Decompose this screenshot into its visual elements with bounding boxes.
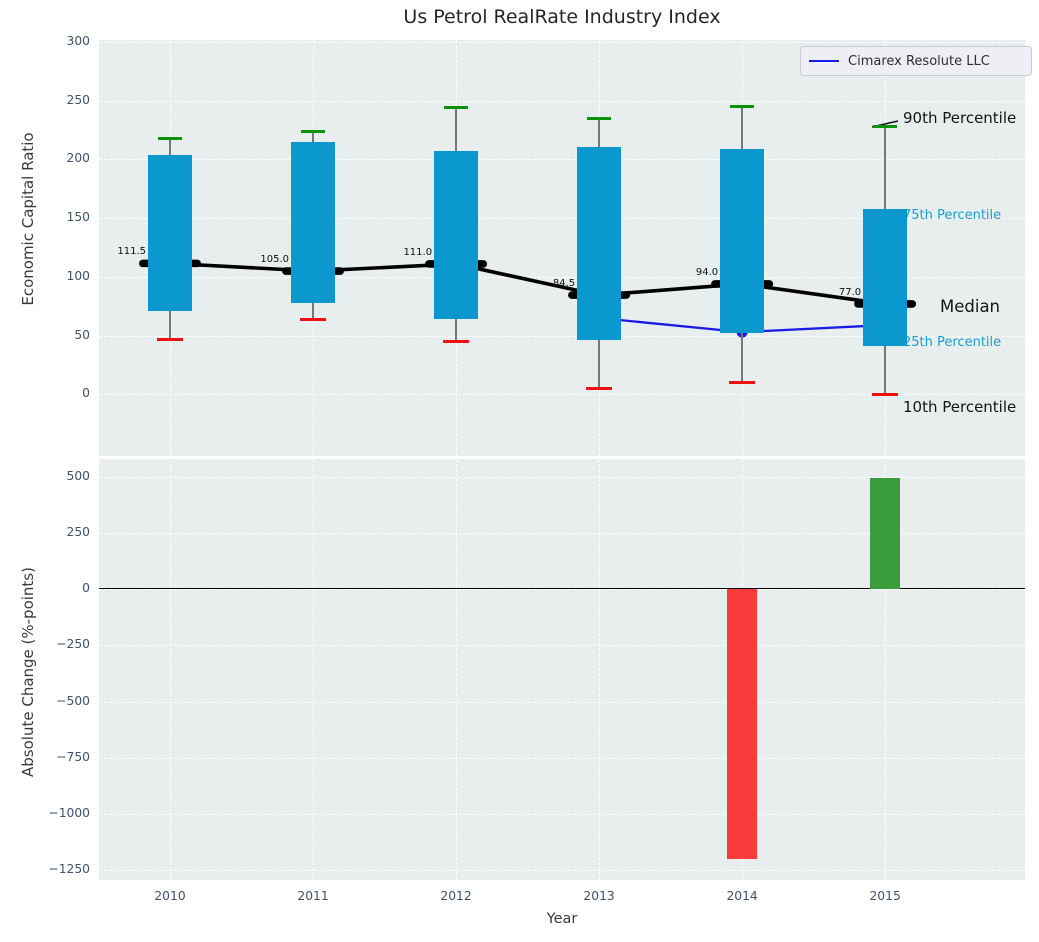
y-tick-label: 0: [82, 386, 90, 401]
gridline-h-top: [99, 218, 1025, 220]
chart-title: Us Petrol RealRate Industry Index: [403, 6, 721, 28]
cap-90th-2014: [730, 105, 755, 109]
gridline-h-top: [99, 41, 1025, 43]
x-tick-label: 2011: [297, 889, 329, 903]
median-value-label-2010: 111.5: [117, 246, 147, 258]
y-tick-label: 250: [66, 92, 90, 107]
cap-90th-2010: [158, 136, 183, 140]
cap-10th-2014: [729, 381, 756, 385]
legend-label: Cimarex Resolute LLC: [848, 53, 990, 69]
box-2013: [577, 146, 622, 341]
change-bar-2014: [727, 589, 758, 859]
cap-10th-2015: [872, 392, 899, 396]
median-value-label-2012: 111.0: [403, 246, 433, 258]
cap-10th-2012: [443, 339, 470, 343]
median-value-label-2015: 77.0: [838, 286, 862, 298]
box-2012: [434, 151, 479, 320]
gridline-v-bottom: [313, 459, 315, 880]
annotation-10th-percentile: 10th Percentile: [903, 398, 1017, 416]
median-value-label-2014: 94.0: [695, 266, 719, 278]
annotation-90th-percentile: 90th Percentile: [903, 109, 1017, 127]
annotation-median: Median: [940, 297, 1001, 316]
cap-10th-2013: [586, 386, 613, 390]
gridline-h-top: [99, 159, 1025, 161]
annotation-75th-percentile: 75th Percentile: [903, 208, 1002, 223]
box-2015: [863, 208, 908, 347]
x-tick-label: 2014: [726, 889, 758, 903]
gridline-v-bottom: [599, 459, 601, 880]
y-tick-label: 100: [66, 268, 90, 283]
y-tick-label: 150: [66, 210, 90, 225]
y-tick-label: 300: [66, 33, 90, 48]
gridline-h-bottom: [99, 533, 1025, 535]
legend: Cimarex Resolute LLC: [800, 46, 1032, 76]
gridline-h-bottom: [99, 645, 1025, 647]
y-tick-label: −250: [56, 637, 90, 652]
y-tick-label: 50: [74, 327, 90, 342]
y-tick-label: −1000: [48, 805, 90, 820]
box-2011: [291, 141, 336, 303]
gridline-h-bottom: [99, 870, 1025, 872]
x-axis-label: Year: [546, 911, 578, 927]
y-tick-label: −500: [56, 693, 90, 708]
cap-90th-2015: [873, 125, 898, 129]
gridline-h-bottom: [99, 757, 1025, 759]
y-tick-label: −750: [56, 749, 90, 764]
gridline-h-bottom: [99, 589, 1025, 591]
gridline-v-bottom: [170, 459, 172, 880]
cap-90th-2012: [444, 106, 469, 110]
legend-line-swatch: [809, 60, 839, 62]
median-value-label-2013: 84.5: [552, 278, 576, 290]
x-tick-label: 2015: [869, 889, 901, 903]
median-value-label-2011: 105.0: [260, 254, 290, 266]
gridline-h-top: [99, 394, 1025, 396]
box-2014: [720, 148, 765, 334]
gridline-v-bottom: [885, 459, 887, 880]
gridline-h-bottom: [99, 813, 1025, 815]
cap-90th-2013: [587, 116, 612, 120]
x-tick-label: 2012: [440, 889, 472, 903]
y-tick-label: 200: [66, 151, 90, 166]
cap-10th-2011: [300, 317, 327, 321]
y-tick-label: 0: [82, 581, 90, 596]
annotation-25th-percentile: 25th Percentile: [903, 335, 1002, 350]
gridline-h-top: [99, 335, 1025, 337]
gridline-h-bottom: [99, 701, 1025, 703]
y-tick-label: −1250: [48, 862, 90, 877]
gridline-v-bottom: [456, 459, 458, 880]
zero-line: [99, 588, 1025, 590]
cap-10th-2010: [157, 337, 184, 341]
box-2010: [148, 154, 193, 311]
x-tick-label: 2010: [154, 889, 186, 903]
cap-90th-2011: [301, 129, 326, 133]
x-tick-label: 2013: [583, 889, 615, 903]
change-bar-2015: [870, 478, 901, 590]
y-tick-label: 500: [66, 468, 90, 483]
gridline-h-top: [99, 100, 1025, 102]
y-tick-label: 250: [66, 525, 90, 540]
gridline-h-bottom: [99, 476, 1025, 478]
